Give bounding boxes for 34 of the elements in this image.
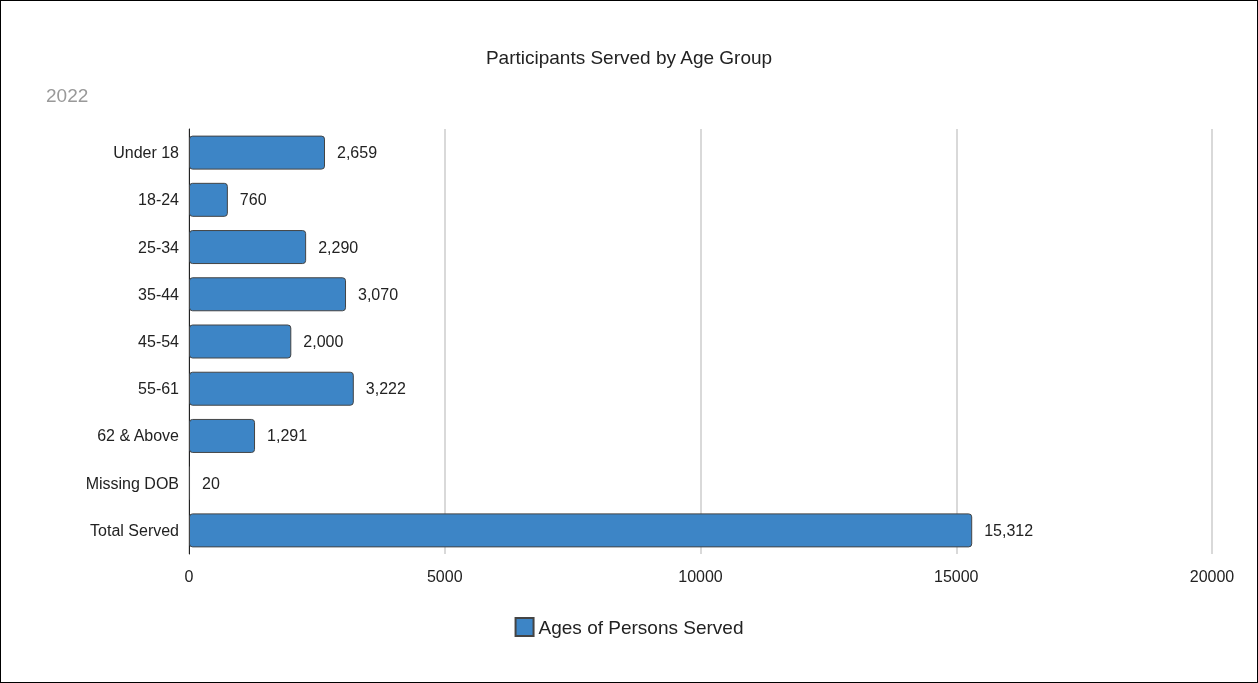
y-tick-label: 45-54	[138, 333, 180, 350]
data-label: 2,000	[303, 333, 344, 350]
bar	[189, 418, 256, 453]
bar	[189, 277, 347, 312]
bar	[189, 182, 228, 217]
bar	[189, 513, 973, 548]
data-label: 760	[239, 191, 267, 209]
x-tick-label: 10000	[678, 567, 723, 585]
data-label: 3,070	[358, 285, 399, 303]
y-tick-label: 55-61	[138, 380, 180, 398]
y-tick-label: 62 & Above	[97, 427, 180, 445]
y-tick-label: 18-24	[138, 191, 180, 209]
y-tick-label: Under 18	[113, 144, 180, 162]
y-tick-label: 35-44	[138, 285, 180, 303]
data-label: 3,222	[365, 380, 406, 398]
x-tick-label: 0	[184, 567, 194, 585]
x-tick-label: 20000	[1189, 567, 1235, 585]
legend-label: Ages of Persons Served	[538, 616, 744, 638]
data-label: 2,659	[337, 144, 378, 162]
y-tick-label: Total Served	[90, 521, 179, 539]
chart-subtitle: 2022	[46, 85, 89, 106]
chart-title: Participants Served by Age Group	[485, 47, 773, 68]
bar	[189, 230, 307, 265]
bar	[189, 135, 326, 170]
data-label: 2,290	[318, 238, 359, 256]
data-label: 15,312	[984, 521, 1034, 539]
data-label: 20	[202, 474, 220, 492]
data-label: 1,291	[267, 427, 308, 445]
x-tick-label: 15000	[934, 567, 979, 585]
bar	[189, 324, 292, 359]
y-tick-label: Missing DOB	[85, 474, 179, 492]
x-tick-label: 5000	[426, 567, 463, 585]
bar	[189, 371, 354, 406]
y-tick-label: 25-34	[138, 238, 180, 256]
